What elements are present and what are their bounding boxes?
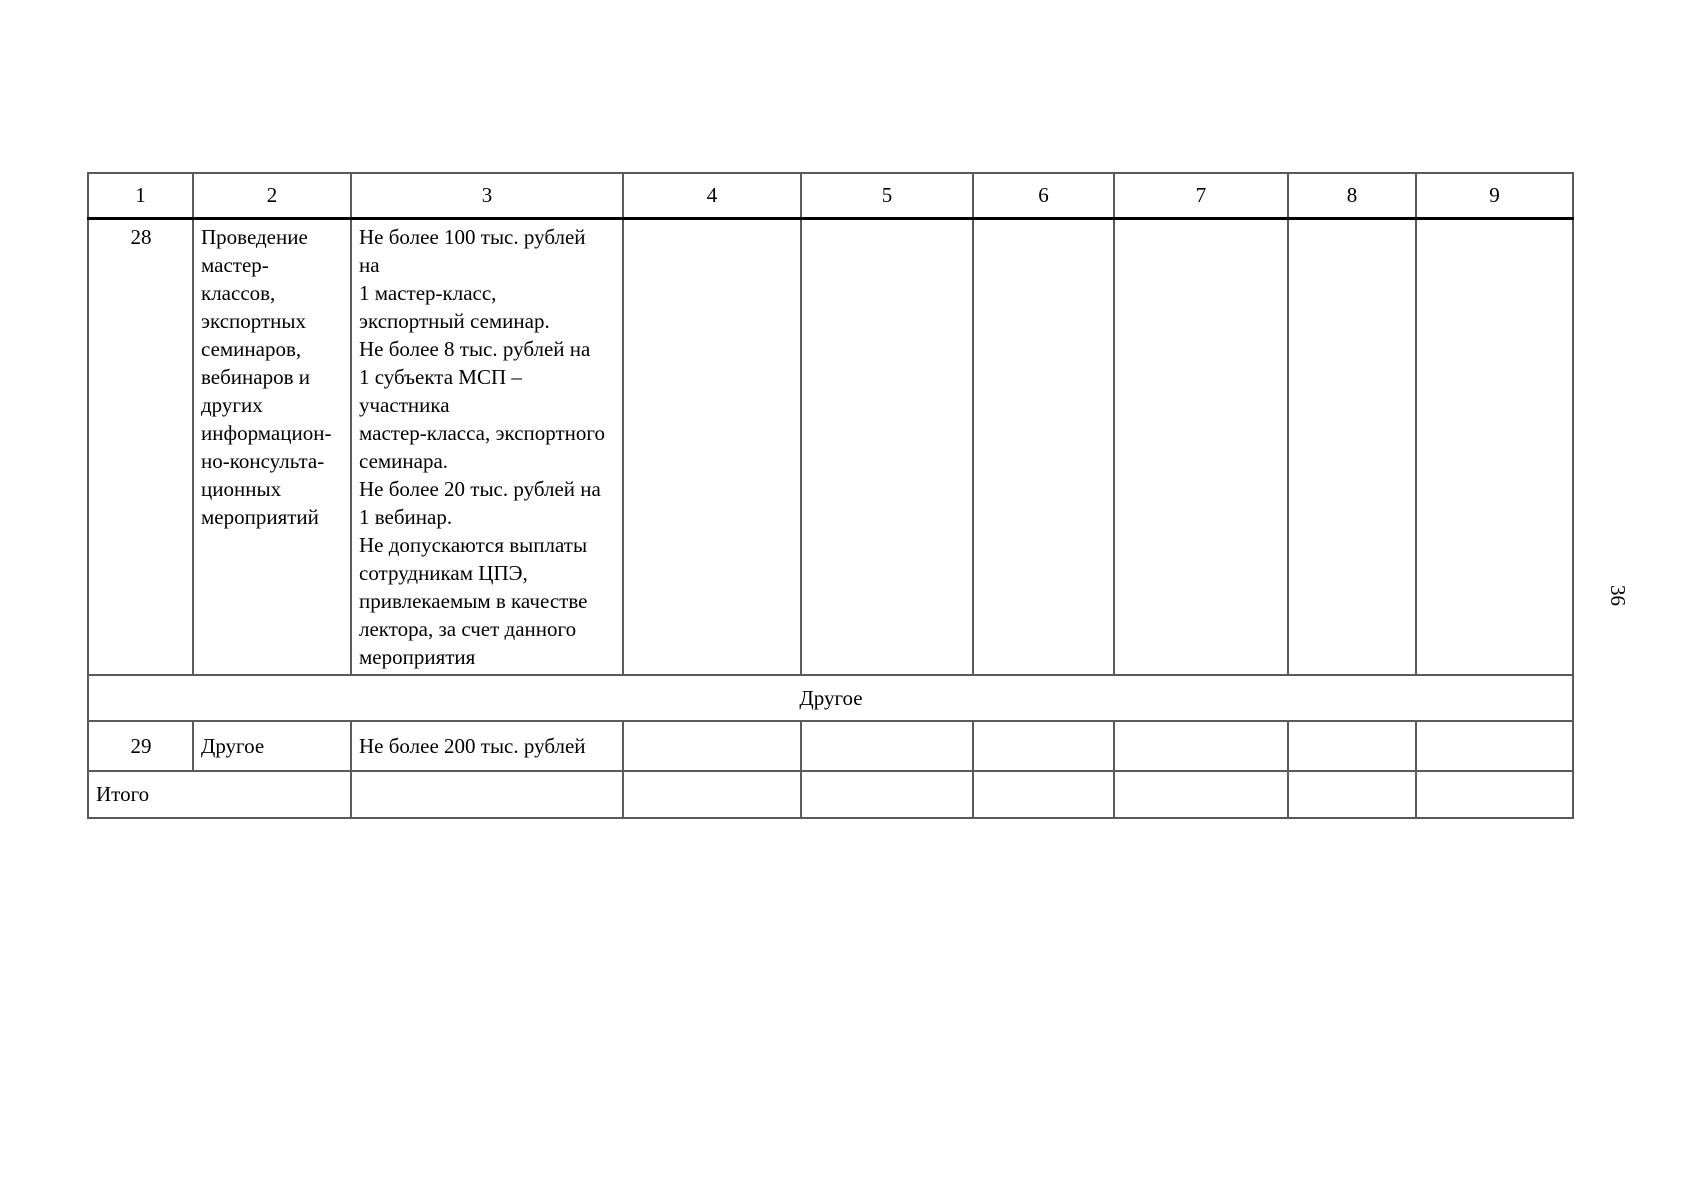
column-header-8: 8 (1287, 172, 1417, 220)
empty-cell (972, 769, 1115, 819)
column-header-9: 9 (1415, 172, 1574, 220)
row-number-cell: 28 (87, 217, 194, 676)
empty-cell (1113, 769, 1289, 819)
empty-cell (1415, 217, 1574, 676)
table-row-29: 29 Другое Не более 200 тыс. рублей (87, 719, 1574, 772)
column-header-3: 3 (350, 172, 624, 220)
empty-cell (1113, 217, 1289, 676)
empty-cell (1415, 719, 1574, 772)
empty-cell (622, 217, 802, 676)
column-header-5: 5 (800, 172, 974, 220)
column-header-4: 4 (622, 172, 802, 220)
table-header-row: 1 2 3 4 5 6 7 8 9 (87, 172, 1574, 220)
empty-cell (1287, 769, 1417, 819)
empty-cell (1415, 769, 1574, 819)
budget-limits-table: 1 2 3 4 5 6 7 8 9 28 Проведение мастер- … (87, 172, 1574, 819)
activity-cell: Другое (192, 719, 352, 772)
section-row: Другое (87, 673, 1574, 722)
column-header-2: 2 (192, 172, 352, 220)
empty-cell (972, 217, 1115, 676)
empty-cell (622, 719, 802, 772)
empty-cell (350, 769, 624, 819)
table-row-28: 28 Проведение мастер- классов, экспортны… (87, 217, 1574, 676)
empty-cell (972, 719, 1115, 772)
empty-cell (800, 217, 974, 676)
empty-cell (1287, 217, 1417, 676)
empty-cell (1113, 719, 1289, 772)
activity-cell: Проведение мастер- классов, экспортных с… (192, 217, 352, 676)
row-number-cell: 29 (87, 719, 194, 772)
total-row: Итого (87, 769, 1574, 819)
page-number: 36 (1606, 585, 1630, 606)
column-header-1: 1 (87, 172, 194, 220)
empty-cell (1287, 719, 1417, 772)
column-header-6: 6 (972, 172, 1115, 220)
empty-cell (622, 769, 802, 819)
empty-cell (800, 719, 974, 772)
section-label: Другое (87, 673, 1574, 722)
column-header-7: 7 (1113, 172, 1289, 220)
total-label: Итого (87, 769, 352, 819)
empty-cell (800, 769, 974, 819)
limit-cell: Не более 200 тыс. рублей (350, 719, 624, 772)
limit-cell: Не более 100 тыс. рублей на 1 мастер-кла… (350, 217, 624, 676)
